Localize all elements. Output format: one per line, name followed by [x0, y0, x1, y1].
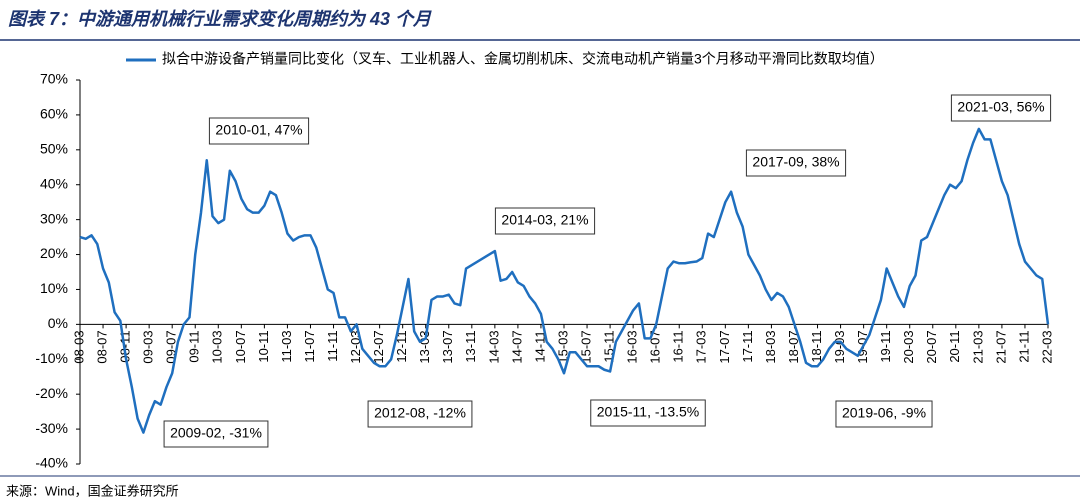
x-tick-label: 14-11: [532, 330, 547, 362]
source: 来源：Wind，国金证券研究所: [6, 483, 179, 498]
y-tick-label: -30%: [35, 420, 68, 436]
x-tick-label: 21-03: [970, 330, 985, 363]
x-tick-label: 20-03: [901, 330, 916, 363]
annotation: 2015-11, -13.5%: [597, 404, 699, 420]
x-tick-label: 10-11: [256, 330, 271, 362]
x-tick-label: 15-03: [555, 330, 570, 363]
annotation: 2019-06, -9%: [842, 405, 926, 421]
x-tick-label: 17-11: [740, 330, 755, 362]
x-tick-label: 13-07: [440, 330, 455, 363]
series-line: [79, 127, 1050, 434]
y-tick-label: 50%: [40, 141, 68, 157]
x-tick-label: 15-07: [578, 330, 593, 363]
annotation-box: [367, 400, 473, 428]
x-tick-label: 09-11: [187, 330, 202, 362]
x-tick-label: 14-07: [509, 330, 524, 363]
x-tick-label: 16-07: [648, 330, 663, 363]
y-tick-label: 40%: [40, 175, 68, 191]
x-tick-label: 19-03: [832, 330, 847, 363]
annotation: 2009-02, -31%: [170, 425, 262, 441]
y-tick-label: 20%: [40, 245, 68, 261]
x-tick-label: 18-07: [786, 330, 801, 363]
y-tick-label: 70%: [40, 71, 68, 87]
annotation: 2012-08, -12%: [374, 405, 466, 421]
x-tick-label: 12-07: [371, 330, 386, 363]
x-tick-label: 08-03: [71, 330, 86, 363]
x-tick-label: 17-07: [717, 330, 732, 363]
x-tick-label: 20-11: [947, 330, 962, 362]
x-tick-label: 16-11: [671, 330, 686, 362]
chart-title: 图表 7：中游通用机械行业需求变化周期约为 43 个月: [8, 9, 432, 29]
x-tick-label: 21-07: [993, 330, 1008, 363]
annotation-box: [494, 207, 596, 235]
annotation-box: [835, 400, 933, 428]
x-tick-label: 18-03: [763, 330, 778, 363]
annotation: 2021-03, 56%: [957, 99, 1044, 115]
x-tick-label: 19-11: [878, 330, 893, 362]
annotation: 2014-03, 21%: [501, 212, 588, 228]
y-tick-label: 60%: [40, 106, 68, 122]
x-tick-label: 10-07: [233, 330, 248, 363]
y-tick-label: -40%: [35, 455, 68, 471]
y-tick-label: -20%: [35, 385, 68, 401]
x-tick-label: 11-07: [302, 330, 317, 362]
annotation-box: [163, 420, 269, 448]
x-tick-label: 20-07: [924, 330, 939, 363]
y-tick-label: 0%: [48, 315, 68, 331]
x-tick-label: 10-03: [210, 330, 225, 363]
annotation-box: [208, 117, 310, 145]
annotation: 2017-09, 38%: [752, 154, 839, 170]
x-tick-label: 18-11: [809, 330, 824, 362]
x-tick-label: 09-03: [141, 330, 156, 363]
x-tick-label: 16-03: [625, 330, 640, 363]
annotation-box: [950, 94, 1052, 122]
legend-label: 拟合中游设备产销量同比变化（叉车、工业机器人、金属切削机床、交流电动机产销量3个…: [162, 51, 884, 67]
x-tick-label: 13-11: [463, 330, 478, 362]
x-tick-label: 21-11: [1016, 330, 1031, 362]
x-tick-label: 11-11: [325, 330, 340, 361]
y-tick-label: 30%: [40, 210, 68, 226]
x-tick-label: 11-03: [279, 330, 294, 362]
x-tick-label: 14-03: [486, 330, 501, 363]
annotation: 2010-01, 47%: [215, 122, 302, 138]
x-tick-label: 12-11: [394, 330, 409, 362]
x-tick-label: 17-03: [694, 330, 709, 363]
x-tick-label: 13-03: [417, 330, 432, 363]
x-tick-label: 22-03: [1039, 330, 1054, 363]
annotation-box: [590, 399, 706, 427]
y-tick-label: 10%: [40, 280, 68, 296]
annotation-box: [745, 149, 847, 177]
x-tick-label: 08-07: [94, 330, 109, 363]
y-tick-label: -10%: [35, 350, 68, 366]
